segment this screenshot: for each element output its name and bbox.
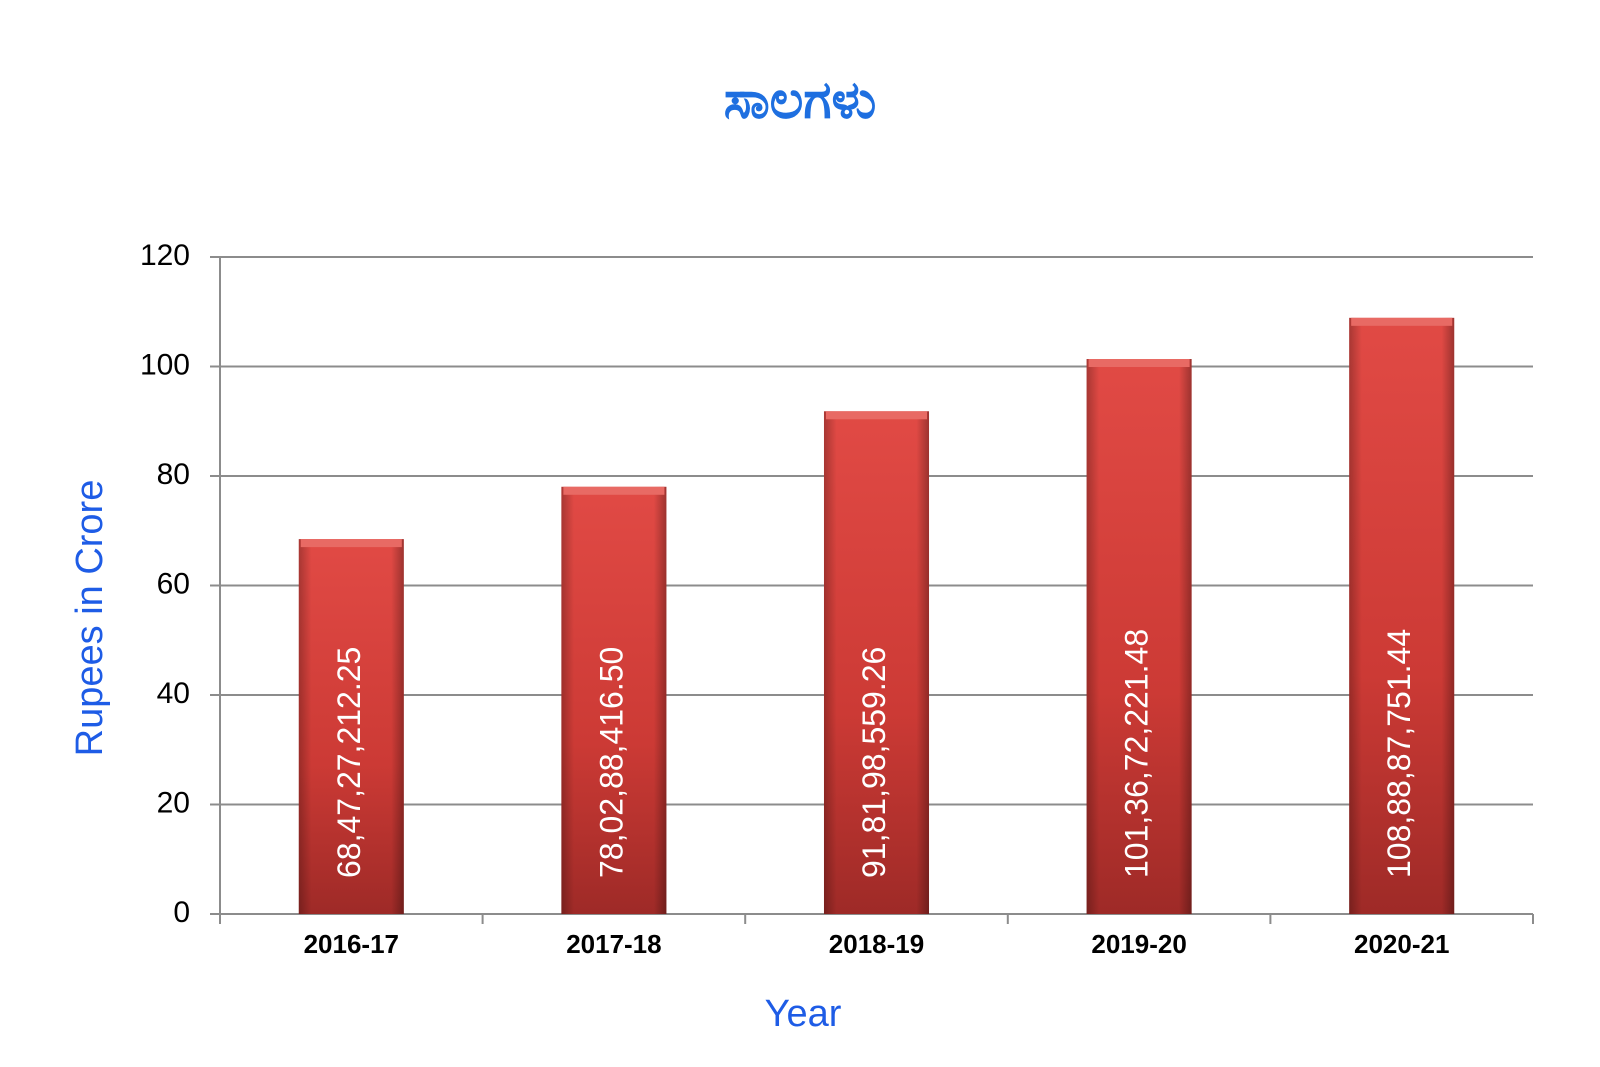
x-tick-label: 2016-17 xyxy=(304,929,399,959)
y-tick-label: 120 xyxy=(140,239,190,272)
bar-shade xyxy=(1349,317,1455,914)
value-label: 108,88,87,751.44 xyxy=(1381,629,1417,878)
bar-shade xyxy=(561,486,667,914)
bar-shade xyxy=(1086,359,1192,914)
y-tick-label: 40 xyxy=(157,677,190,710)
x-tick-label: 2020-21 xyxy=(1354,929,1449,959)
x-tick-label: 2017-18 xyxy=(566,929,661,959)
value-label: 91,81,98,559.26 xyxy=(856,647,892,878)
chart-title: ಸಾಲಗಳು xyxy=(724,72,877,130)
bar-shade xyxy=(823,411,930,914)
y-axis-title: Rupees in Crore xyxy=(69,480,111,757)
x-tick-label: 2018-19 xyxy=(829,929,924,959)
value-label: 78,02,88,416.50 xyxy=(593,647,629,878)
bar-shade xyxy=(298,539,404,914)
value-label: 101,36,72,221.48 xyxy=(1119,629,1155,878)
bar-cap xyxy=(1088,359,1190,368)
y-tick-label: 0 xyxy=(173,896,190,929)
value-label: 68,47,27,212.25 xyxy=(331,647,367,878)
bar-cap xyxy=(300,539,402,548)
bar-cap xyxy=(563,486,665,495)
y-tick-label: 20 xyxy=(157,786,190,819)
bar-cap xyxy=(1351,317,1453,326)
y-tick-label: 60 xyxy=(157,567,190,600)
y-tick-label: 100 xyxy=(140,348,190,381)
bar-cap xyxy=(825,411,928,420)
x-tick-label: 2019-20 xyxy=(1091,929,1186,959)
y-tick-label: 80 xyxy=(157,458,190,491)
x-axis-title: Year xyxy=(765,993,842,1035)
